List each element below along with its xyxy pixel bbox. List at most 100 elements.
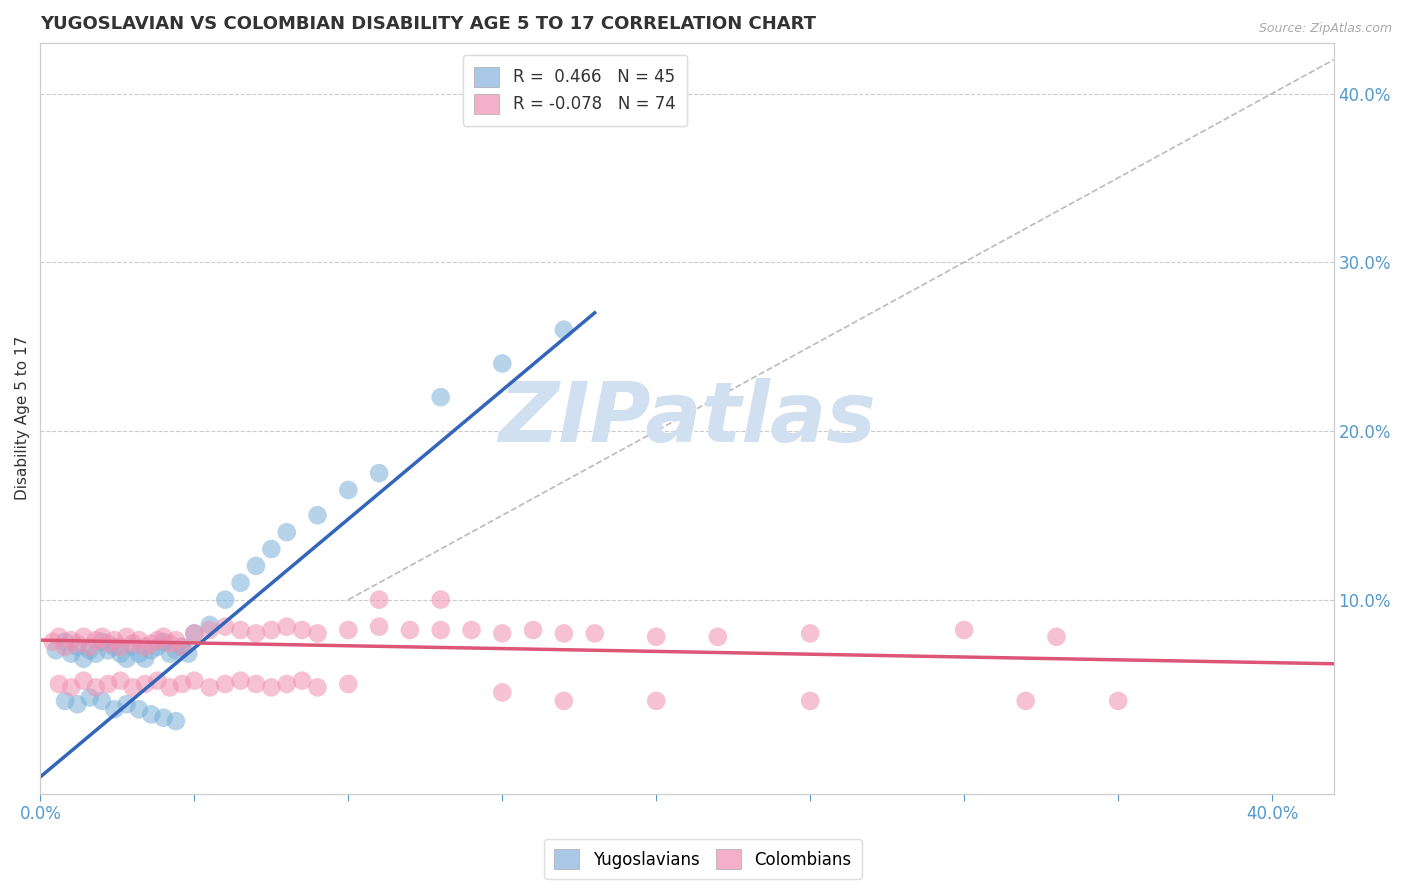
Point bbox=[645, 630, 668, 644]
Point bbox=[170, 640, 193, 654]
Point bbox=[84, 633, 107, 648]
Point bbox=[198, 681, 221, 695]
Point bbox=[60, 681, 83, 695]
Point bbox=[460, 623, 482, 637]
Point bbox=[152, 630, 174, 644]
Point bbox=[337, 677, 360, 691]
Point bbox=[91, 694, 114, 708]
Point bbox=[103, 640, 125, 654]
Point bbox=[91, 630, 114, 644]
Point bbox=[103, 633, 125, 648]
Point bbox=[429, 390, 451, 404]
Point bbox=[291, 623, 314, 637]
Point bbox=[291, 673, 314, 688]
Point bbox=[799, 694, 821, 708]
Point bbox=[183, 626, 205, 640]
Point bbox=[66, 698, 89, 712]
Point bbox=[53, 694, 76, 708]
Point bbox=[159, 647, 181, 661]
Point bbox=[368, 620, 391, 634]
Point bbox=[276, 677, 298, 691]
Point bbox=[307, 626, 329, 640]
Point bbox=[152, 711, 174, 725]
Point bbox=[72, 673, 94, 688]
Point bbox=[491, 626, 513, 640]
Point bbox=[245, 677, 267, 691]
Point bbox=[491, 685, 513, 699]
Point bbox=[72, 630, 94, 644]
Point bbox=[953, 623, 976, 637]
Point bbox=[42, 635, 65, 649]
Point bbox=[159, 681, 181, 695]
Point bbox=[79, 643, 101, 657]
Point bbox=[53, 635, 76, 649]
Point bbox=[48, 630, 70, 644]
Point bbox=[152, 635, 174, 649]
Point bbox=[229, 673, 252, 688]
Point bbox=[307, 681, 329, 695]
Point bbox=[134, 651, 156, 665]
Point bbox=[128, 647, 150, 661]
Point bbox=[121, 640, 143, 654]
Point bbox=[79, 690, 101, 705]
Point bbox=[707, 630, 730, 644]
Point bbox=[66, 636, 89, 650]
Point bbox=[146, 673, 169, 688]
Point bbox=[260, 681, 283, 695]
Point bbox=[429, 592, 451, 607]
Point bbox=[276, 525, 298, 540]
Point bbox=[110, 640, 132, 654]
Point bbox=[115, 698, 138, 712]
Point bbox=[1045, 630, 1067, 644]
Point bbox=[198, 623, 221, 637]
Point bbox=[198, 618, 221, 632]
Point bbox=[134, 640, 156, 654]
Point bbox=[53, 640, 76, 654]
Point bbox=[121, 681, 143, 695]
Point bbox=[121, 636, 143, 650]
Point bbox=[159, 636, 181, 650]
Point bbox=[399, 623, 422, 637]
Legend: Yugoslavians, Colombians: Yugoslavians, Colombians bbox=[544, 838, 862, 880]
Point bbox=[115, 630, 138, 644]
Point bbox=[79, 640, 101, 654]
Point bbox=[141, 636, 163, 650]
Point bbox=[337, 623, 360, 637]
Point bbox=[97, 636, 120, 650]
Point bbox=[645, 694, 668, 708]
Point bbox=[583, 626, 606, 640]
Point bbox=[128, 702, 150, 716]
Point bbox=[97, 677, 120, 691]
Point bbox=[522, 623, 544, 637]
Point bbox=[97, 643, 120, 657]
Point bbox=[1107, 694, 1129, 708]
Point bbox=[48, 677, 70, 691]
Point bbox=[141, 707, 163, 722]
Point bbox=[115, 651, 138, 665]
Point bbox=[553, 323, 575, 337]
Y-axis label: Disability Age 5 to 17: Disability Age 5 to 17 bbox=[15, 336, 30, 500]
Point bbox=[177, 647, 200, 661]
Point bbox=[165, 643, 187, 657]
Text: Source: ZipAtlas.com: Source: ZipAtlas.com bbox=[1258, 22, 1392, 36]
Point bbox=[337, 483, 360, 497]
Point bbox=[183, 626, 205, 640]
Point bbox=[165, 714, 187, 728]
Point bbox=[214, 620, 236, 634]
Point bbox=[553, 694, 575, 708]
Point bbox=[146, 640, 169, 654]
Text: ZIPatlas: ZIPatlas bbox=[498, 378, 876, 458]
Point bbox=[45, 643, 67, 657]
Point bbox=[165, 633, 187, 648]
Point bbox=[214, 592, 236, 607]
Point bbox=[276, 620, 298, 634]
Point bbox=[84, 647, 107, 661]
Point bbox=[134, 677, 156, 691]
Point bbox=[229, 575, 252, 590]
Point bbox=[491, 356, 513, 370]
Point bbox=[229, 623, 252, 637]
Point bbox=[799, 626, 821, 640]
Point bbox=[84, 681, 107, 695]
Point bbox=[146, 633, 169, 648]
Point bbox=[60, 647, 83, 661]
